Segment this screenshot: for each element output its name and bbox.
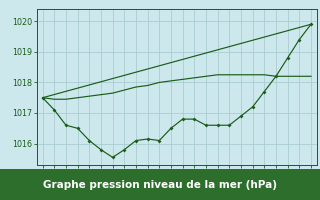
Text: Graphe pression niveau de la mer (hPa): Graphe pression niveau de la mer (hPa) xyxy=(43,180,277,190)
